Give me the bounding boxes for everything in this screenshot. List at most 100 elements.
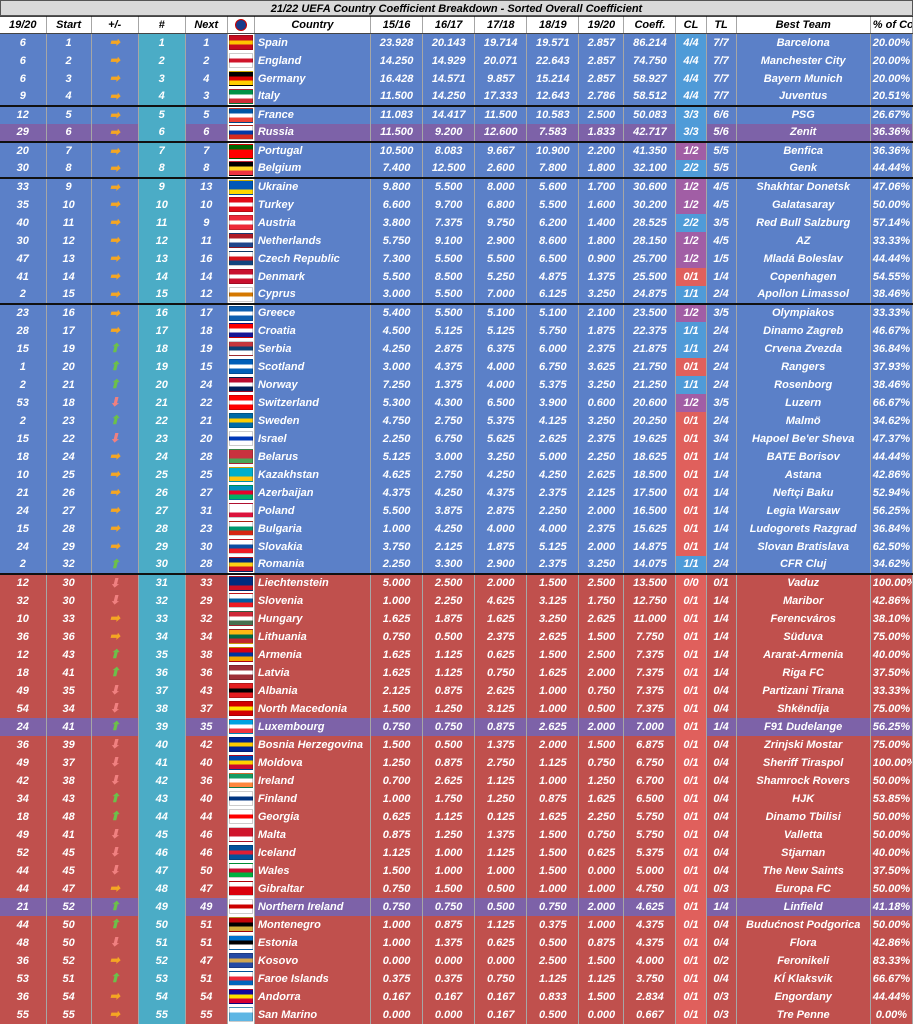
coeff-16-17: 5.500 [422,249,476,268]
flag-icon [228,917,253,932]
column-header: 15/16 [370,16,424,34]
change-indicator: ➡ [91,123,139,142]
right-arrow-icon: ➡ [109,503,120,517]
next-rank: 40 [185,789,228,808]
total-slots: 0/3 [706,1005,737,1024]
right-arrow-icon: ➡ [109,1007,120,1021]
coeff-15-16: 1.250 [370,753,424,772]
coeff-19-20: 2.375 [578,339,625,358]
percent-of-coeff: 34.62% [870,411,914,430]
percent-of-coeff: 0.00% [870,1005,914,1024]
coeff-17-18: 6.375 [474,339,528,358]
start-rank: 20 [46,357,92,376]
flag-icon [228,359,253,374]
percent-of-coeff: 52.94% [870,483,914,502]
column-header: TL [706,16,737,34]
total-coeff: 5.750 [623,807,677,826]
column-header: 16/17 [422,16,476,34]
down-arrow-icon: ⬇ [109,827,120,841]
cl-slots: 0/1 [675,357,707,376]
column-header: Coeff. [623,16,677,34]
total-slots: 1/4 [706,627,737,646]
next-rank: 35 [185,717,228,736]
coeff-19-20: 0.625 [578,843,625,862]
flag-icon [227,213,255,232]
percent-of-coeff: 40.00% [870,645,914,664]
coeff-17-18: 0.625 [474,645,528,664]
coeff-18-19: 10.583 [526,104,580,124]
change-indicator: ➡ [91,195,139,214]
country-name: Romania [254,555,372,574]
flag-icon [228,503,253,518]
percent-of-coeff: 36.84% [870,519,914,538]
best-team: Ararat-Armenia [736,645,871,664]
current-rank: 28 [138,519,186,538]
best-team: Genk [736,159,871,178]
table-row: 35 10 ➡ 10 10 Turkey 6.600 9.700 6.800 5.500 1.600… [0,195,914,214]
coeff-17-18: 7.000 [474,285,528,304]
best-team: Apollon Limassol [736,285,871,304]
percent-of-coeff: 33.33% [870,302,914,322]
coeff-15-16: 1.000 [370,933,424,952]
current-rank: 26 [138,483,186,502]
total-slots: 7/7 [706,87,737,106]
flag-icon [228,827,253,842]
cl-slots: 1/2 [675,176,707,196]
change-indicator: ⬇ [91,681,139,700]
start-rank: 39 [46,735,92,754]
current-rank: 49 [138,897,186,916]
flag-icon [227,537,255,556]
up-arrow-icon: ⬆ [109,899,120,913]
prev-rank: 2 [0,555,47,574]
flag-icon [227,231,255,250]
flag-icon [227,123,255,142]
change-indicator: ➡ [91,537,139,556]
best-team: PSG [736,104,871,124]
total-coeff: 5.000 [623,861,677,880]
flag-icon [227,807,255,826]
coeff-16-17: 1.000 [422,861,476,880]
flag-icon [228,107,253,123]
right-arrow-icon: ➡ [109,611,120,625]
start-rank: 18 [46,393,92,412]
start-rank: 45 [46,843,92,862]
coeff-15-16: 4.625 [370,465,424,484]
best-team: Neftçi Baku [736,483,871,502]
total-slots: 0/4 [706,753,737,772]
cl-slots: 1/2 [675,195,707,214]
right-arrow-icon: ➡ [109,521,120,535]
flag-icon [228,233,253,248]
best-team: F91 Dudelange [736,717,871,736]
coeff-15-16: 11.500 [370,87,424,106]
down-arrow-icon: ⬇ [109,935,120,949]
best-team: Slovan Bratislava [736,537,871,556]
change-indicator: ➡ [91,249,139,268]
up-arrow-icon: ⬆ [109,971,120,985]
column-header: CL [675,16,707,34]
coeff-16-17: 1.250 [422,825,476,844]
best-team: Luzern [736,393,871,412]
total-slots: 1/4 [706,717,737,736]
right-arrow-icon: ➡ [109,143,120,158]
coeff-19-20: 2.857 [578,51,625,70]
best-team: Riga FC [736,663,871,682]
country-name: Bulgaria [254,519,372,538]
prev-rank: 52 [0,843,47,862]
prev-rank: 2 [0,411,47,430]
coeff-16-17: 0.750 [422,717,476,736]
cl-slots: 1/1 [675,375,707,394]
table-row: 44 50 ⬆ 50 51 Montenegro 1.000 0.875 1.125 0.375 1… [0,915,914,934]
start-rank: 3 [46,69,92,88]
total-slots: 1/4 [706,519,737,538]
flag-icon [227,51,255,70]
cl-slots: 0/1 [675,267,707,286]
country-name: Scotland [254,357,372,376]
cl-slots: 1/2 [675,140,707,160]
current-rank: 53 [138,969,186,988]
prev-rank: 24 [0,501,47,520]
total-slots: 0/4 [706,771,737,790]
prev-rank: 44 [0,915,47,934]
table-row: 12 43 ⬆ 35 38 Armenia 1.625 1.125 0.625 1.500 2.50… [0,645,914,664]
table-row: 24 27 ➡ 27 31 Poland 5.500 3.875 2.875 2.250 2.000… [0,501,914,520]
percent-of-coeff: 66.67% [870,969,914,988]
